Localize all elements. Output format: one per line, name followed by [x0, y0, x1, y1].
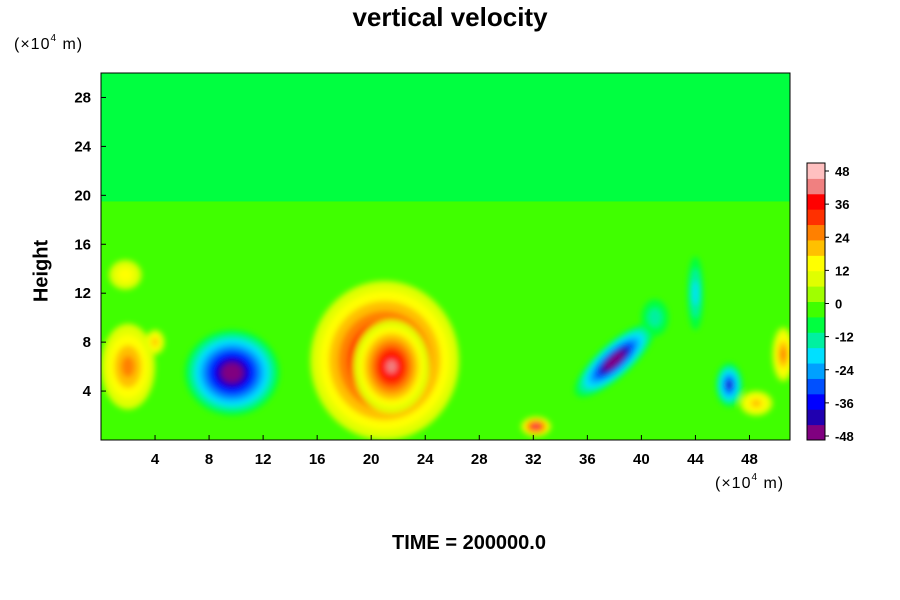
contour-feature-4: [121, 355, 135, 378]
colorbar: -48 -36 -24 -12 0 12 24 36 48: [806, 162, 855, 444]
x-tick-label: 32: [525, 451, 542, 468]
contour-feature-3: [609, 355, 620, 366]
contour-feature-5: [533, 425, 539, 429]
colorbar-swatch: [807, 209, 825, 226]
field-features: [101, 256, 790, 440]
contour-feature-8: [780, 347, 786, 362]
x-tick-label: 36: [579, 451, 596, 468]
colorbar-swatch: [807, 378, 825, 395]
colorbar-swatch: [807, 301, 825, 318]
contour-feature-6: [726, 381, 732, 389]
colorbar-swatch: [807, 178, 825, 195]
colorbar-tick-label: -48: [835, 429, 854, 444]
contour-feature-2: [226, 367, 238, 378]
x-tick-label: 8: [205, 451, 213, 468]
field-upper: [101, 73, 790, 202]
colorbar-swatch: [807, 332, 825, 349]
y-tick-label: 12: [74, 285, 91, 302]
x-tick-label: 48: [741, 451, 758, 468]
colorbar-tick-label: 48: [835, 164, 849, 179]
contour-feature-1: [386, 359, 397, 374]
y-tick-label: 24: [74, 138, 91, 155]
colorbar-swatch: [807, 363, 825, 379]
contour-feature-9: [117, 267, 134, 283]
colorbar-tick-label: 0: [835, 297, 842, 312]
x-tick-label: 20: [363, 451, 380, 468]
x-tick-label: 24: [417, 451, 434, 468]
colorbar-tick-label: -36: [835, 396, 854, 411]
colorbar-tick-label: 24: [835, 230, 850, 245]
contour-feature-11: [648, 308, 662, 327]
colorbar-tick-label: 36: [835, 197, 849, 212]
x-tick-label: 28: [471, 451, 488, 468]
colorbar-tick-label: 12: [835, 263, 849, 278]
colorbar-swatch: [807, 224, 825, 241]
x-tick-label: 12: [255, 451, 272, 468]
contour-feature-10: [692, 280, 699, 306]
x-tick-label: 16: [309, 451, 326, 468]
y-tick-label: 8: [83, 334, 91, 351]
colorbar-swatch: [807, 270, 825, 287]
x-unit-label: (×104 m): [715, 472, 785, 492]
colorbar-swatch: [807, 347, 825, 364]
y-unit-label: (×104 m): [14, 33, 84, 53]
x-tick-label: 44: [687, 451, 704, 468]
colorbar-swatch: [807, 239, 825, 256]
plot-area: [100, 72, 791, 441]
colorbar-swatch: [807, 316, 825, 333]
time-label: TIME = 200000.0: [392, 532, 546, 554]
y-tick-label: 4: [83, 383, 92, 400]
colorbar-swatch: [807, 163, 825, 179]
colorbar-frame: [806, 162, 826, 441]
x-tick-label: 4: [151, 451, 160, 468]
x-tick-label: 40: [633, 451, 650, 468]
colorbar-swatch: [807, 255, 825, 272]
y-tick-label: 28: [74, 89, 91, 106]
y-tick-label: 16: [74, 236, 91, 253]
colorbar-swatch: [807, 193, 825, 210]
y-tick-label: 20: [74, 187, 91, 204]
colorbar-swatch: [807, 393, 825, 410]
contour-feature-12: [151, 338, 159, 347]
colorbar-swatch: [807, 409, 825, 426]
colorbar-tick-label: -12: [835, 330, 854, 345]
colorbar-tick-label: -24: [835, 363, 855, 378]
chart-title: vertical velocity: [352, 2, 548, 32]
colorbar-swatch: [807, 286, 825, 302]
heatmap-field: [101, 73, 790, 440]
contour-feature-7: [750, 399, 762, 408]
plot-frame: [100, 72, 791, 441]
colorbar-swatch: [807, 424, 825, 441]
